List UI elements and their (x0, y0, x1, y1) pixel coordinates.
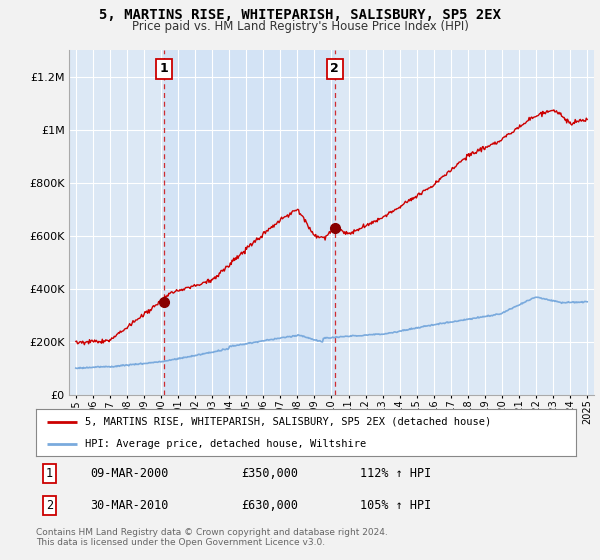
Bar (164, 50, 335, 395)
Text: HPI: Average price, detached house, Wiltshire: HPI: Average price, detached house, Wilt… (85, 438, 366, 449)
Text: 5, MARTINS RISE, WHITEPARISH, SALISBURY, SP5 2EX (detached house): 5, MARTINS RISE, WHITEPARISH, SALISBURY,… (85, 417, 491, 427)
Text: 2: 2 (46, 499, 53, 512)
Text: Price paid vs. HM Land Registry's House Price Index (HPI): Price paid vs. HM Land Registry's House … (131, 20, 469, 32)
Text: £350,000: £350,000 (241, 467, 298, 480)
Text: 1: 1 (160, 63, 169, 76)
Text: 1: 1 (46, 467, 53, 480)
Text: 5, MARTINS RISE, WHITEPARISH, SALISBURY, SP5 2EX: 5, MARTINS RISE, WHITEPARISH, SALISBURY,… (99, 8, 501, 22)
Text: 2: 2 (331, 63, 339, 76)
Text: £630,000: £630,000 (241, 499, 298, 512)
Text: 09-MAR-2000: 09-MAR-2000 (90, 467, 169, 480)
Text: 30-MAR-2010: 30-MAR-2010 (90, 499, 169, 512)
Text: 112% ↑ HPI: 112% ↑ HPI (360, 467, 431, 480)
Text: 105% ↑ HPI: 105% ↑ HPI (360, 499, 431, 512)
Text: Contains HM Land Registry data © Crown copyright and database right 2024.
This d: Contains HM Land Registry data © Crown c… (36, 528, 388, 547)
